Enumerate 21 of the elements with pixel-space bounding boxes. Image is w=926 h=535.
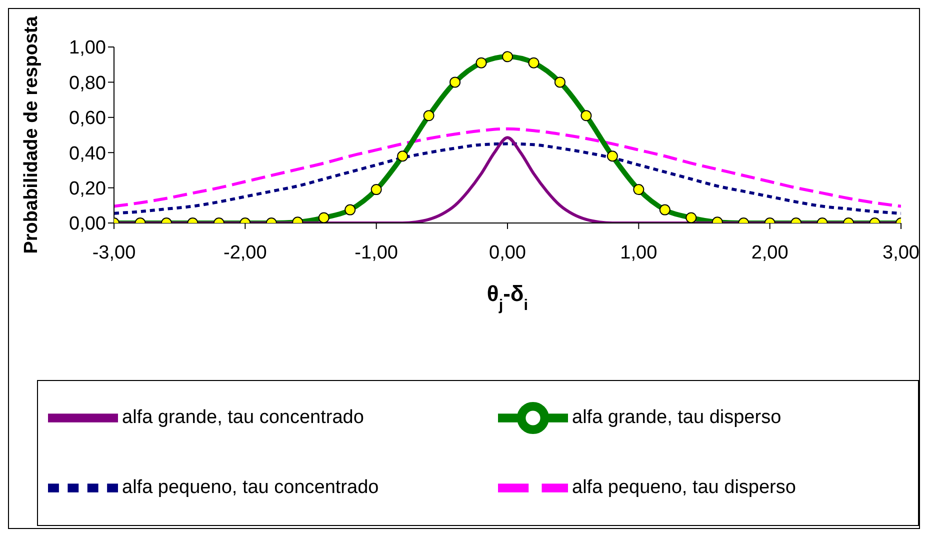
legend-label: alfa grande, tau disperso — [572, 407, 782, 428]
legend-label: alfa pequeno, tau disperso — [572, 477, 796, 498]
x-axis-title: θ$_{j}$-δ$_{i}$ — [486, 281, 528, 314]
line-series — [114, 142, 901, 215]
x-tick-label: 3,00 — [882, 242, 920, 264]
y-tick-label: 1,00 — [69, 38, 106, 59]
legend-label: alfa pequeno, tau concentrado — [122, 477, 379, 498]
y-tick-label: 0,60 — [69, 108, 106, 130]
y-tick-label: 0,80 — [69, 72, 106, 94]
line-series — [114, 127, 901, 208]
x-tick-label: -2,00 — [224, 242, 267, 264]
x-tick-label: 1,00 — [620, 242, 658, 264]
x-tick-label: 2,00 — [751, 242, 788, 264]
legend-label: alfa grande, tau concentrado — [122, 407, 364, 428]
x-tick-label: 0,00 — [489, 242, 526, 264]
y-tick-label: 0,00 — [69, 214, 106, 235]
x-tick-label: -3,00 — [92, 242, 136, 264]
x-tick-label: -1,00 — [354, 242, 398, 264]
y-axis-title: Probabilidade de resposta — [21, 16, 42, 254]
y-tick-label: 0,40 — [69, 143, 106, 164]
y-tick-label: 0,20 — [69, 178, 106, 200]
